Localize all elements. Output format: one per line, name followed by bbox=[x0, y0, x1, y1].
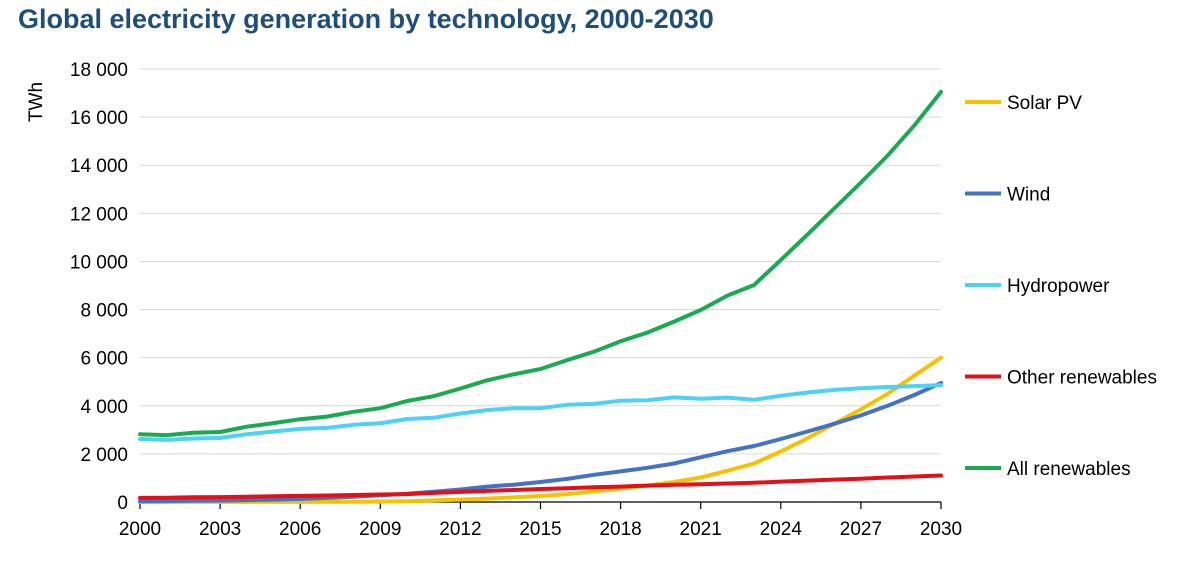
y-tick-label: 6 000 bbox=[80, 349, 128, 370]
x-tick-label: 2024 bbox=[760, 519, 803, 540]
x-tick-label: 2030 bbox=[920, 519, 962, 540]
legend-label: All renewables bbox=[1007, 459, 1131, 480]
x-tick-label: 2000 bbox=[119, 519, 161, 540]
x-tick-label: 2012 bbox=[439, 519, 481, 540]
chart-title: Global electricity generation by technol… bbox=[18, 4, 714, 34]
series-line-wind bbox=[138, 380, 943, 504]
x-tick-label: 2021 bbox=[680, 519, 722, 540]
legend-label: Wind bbox=[1007, 185, 1050, 206]
x-tick-label: 2003 bbox=[199, 519, 241, 540]
y-tick-label: 18 000 bbox=[70, 60, 128, 81]
legend-label: Other renewables bbox=[1007, 368, 1157, 389]
series-line-solar-pv bbox=[138, 355, 943, 504]
y-axis-label: TWh bbox=[26, 82, 47, 122]
x-tick-label: 2006 bbox=[279, 519, 321, 540]
y-tick-label: 2 000 bbox=[80, 445, 128, 466]
x-tick-label: 2027 bbox=[840, 519, 882, 540]
legend: Solar PV Wind Hydropower Other renewables Al… bbox=[965, 93, 1157, 480]
legend-label: Hydropower bbox=[1007, 276, 1110, 297]
y-tick-label: 10 000 bbox=[70, 252, 128, 273]
x-tick-label: 2015 bbox=[519, 519, 561, 540]
y-tick-label: 8 000 bbox=[80, 301, 128, 322]
x-tick-label: 2018 bbox=[599, 519, 641, 540]
series-line-all-renewables bbox=[138, 89, 943, 438]
y-tick-label: 4 000 bbox=[80, 397, 128, 418]
y-tick-label: 14 000 bbox=[70, 156, 128, 177]
x-axis-ticks: 2000 2003 2006 2009 2012 2015 2018 2021 2024 2027… bbox=[119, 519, 962, 540]
legend-label: Solar PV bbox=[1007, 93, 1082, 114]
series-lines bbox=[138, 89, 943, 504]
y-tick-label: 16 000 bbox=[70, 108, 128, 129]
series-line-other-renewables bbox=[138, 473, 943, 500]
series-line-hydropower bbox=[138, 383, 943, 442]
y-tick-label: 0 bbox=[117, 493, 128, 514]
y-axis-ticks: 0 2 000 4 000 6 000 8 000 10 000 12 000 14 000 1… bbox=[70, 60, 128, 514]
x-tick-label: 2009 bbox=[359, 519, 401, 540]
gridlines bbox=[140, 68, 941, 455]
y-tick-label: 12 000 bbox=[70, 204, 128, 225]
